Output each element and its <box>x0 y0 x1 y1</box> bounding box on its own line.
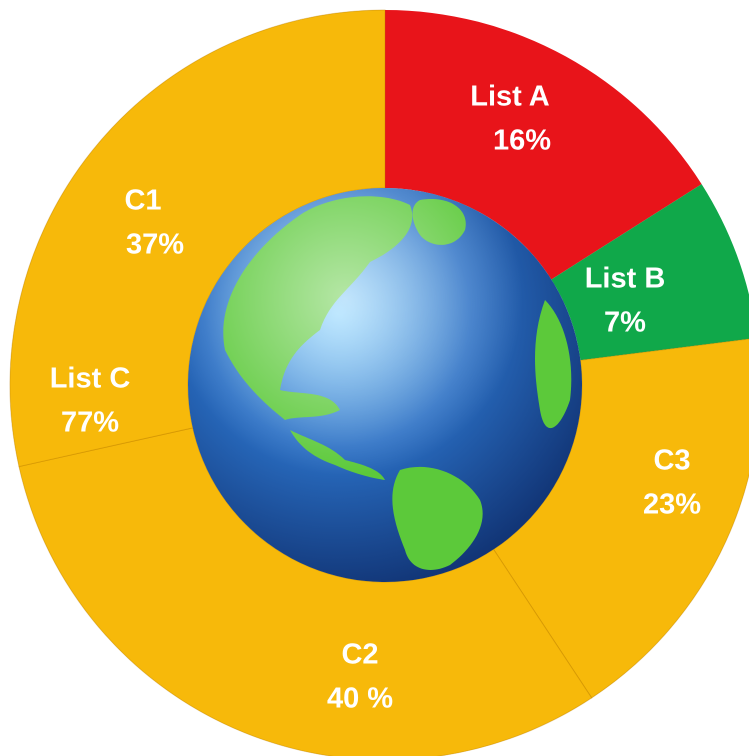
sub-value-label: 23% <box>643 489 701 521</box>
slice-label: List C <box>50 363 131 395</box>
value-label: 16% <box>493 125 551 157</box>
globe <box>188 188 582 582</box>
slice <box>385 10 702 280</box>
slice-label: List A <box>470 81 550 113</box>
sub-slice <box>18 427 593 756</box>
globe-shine <box>188 188 582 582</box>
value-label: 77% <box>61 407 119 439</box>
slice <box>551 184 749 361</box>
sub-value-label: 37% <box>126 229 184 261</box>
donut <box>9 9 749 756</box>
sub-label: C2 <box>341 639 378 671</box>
slice-label: List B <box>585 263 666 295</box>
sub-value-label: 40 % <box>327 683 393 715</box>
labels: List A 16% List B 7% List C 77% C3 23% C2 40 % C1 3… <box>50 81 702 715</box>
sub-label: C1 <box>124 185 161 217</box>
sub-label: C3 <box>653 445 690 477</box>
value-label: 7% <box>604 307 646 339</box>
